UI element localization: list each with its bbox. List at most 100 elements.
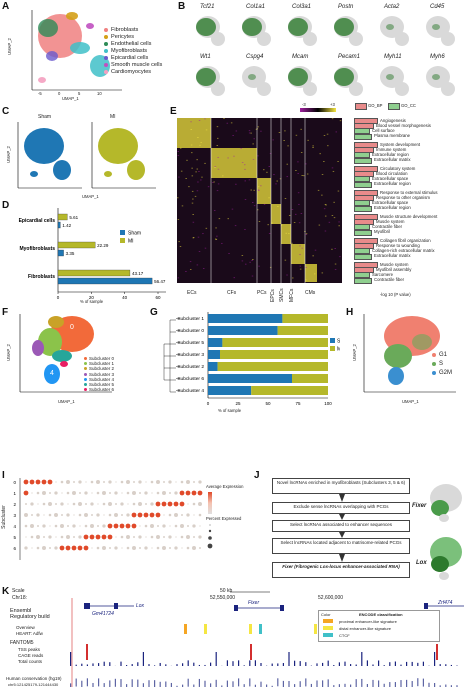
heatmap-noise <box>244 199 247 200</box>
heatmap-noise <box>280 224 283 226</box>
heatmap-noise <box>190 121 192 123</box>
heatmap-noise <box>198 171 200 172</box>
gene-label: Col1a1 <box>246 4 266 10</box>
go-term: Collagen fibril organization <box>380 237 431 243</box>
cage-peak <box>232 661 234 666</box>
expression-dot <box>181 547 183 549</box>
expression-dot <box>167 501 173 507</box>
expression-dot <box>187 525 189 527</box>
heatmap-noise <box>204 247 207 249</box>
expression-dot <box>187 503 189 505</box>
expression-dot <box>109 492 111 494</box>
expression-dot <box>78 513 82 517</box>
bar <box>57 277 153 285</box>
heatmap-noise <box>324 230 327 232</box>
bar-mi <box>251 386 328 395</box>
encode-swatch <box>323 633 333 637</box>
heatmap-noise <box>288 214 291 216</box>
gene-label: Col3a1 <box>292 4 312 10</box>
heatmap-noise <box>177 151 179 152</box>
expression-dot <box>97 525 99 527</box>
expression-dot <box>60 535 64 539</box>
expression-dot <box>139 525 141 527</box>
cage-peak <box>103 661 105 666</box>
expression-dot <box>137 512 143 518</box>
tick-label: 20 <box>89 295 95 300</box>
expression-dot <box>96 513 100 517</box>
cage-peak <box>389 662 391 666</box>
bar <box>57 269 131 277</box>
legend-f-label: Subcluster 4 <box>89 376 115 382</box>
heatmap-noise <box>248 132 251 134</box>
heatmap-noise <box>317 189 320 191</box>
conservation-bar <box>249 678 251 687</box>
go-term: Sarcomere <box>372 271 394 277</box>
conservation-bar <box>422 678 424 687</box>
heatmap-noise <box>257 155 259 157</box>
row-label: 5 <box>13 535 16 540</box>
heatmap-noise <box>216 190 219 192</box>
heatmap-noise <box>318 224 321 226</box>
flowchart-fixer-selection: Novel lncRNAs enriched in myofibroblasts… <box>266 478 416 608</box>
heatmap-noise <box>192 221 195 223</box>
value-label: 5.61 <box>69 215 78 220</box>
go-term: Cell surface <box>372 127 395 133</box>
category-label: Subcluster 4 <box>177 388 204 394</box>
heatmap-noise <box>319 153 321 155</box>
heatmap-noise <box>213 181 215 183</box>
gene-feature-grid: Tcf21 Col1a1 Col3a1 Postn Acta2 Cd45 Wt1 Cspg4 M… <box>190 4 474 104</box>
conservation-bar <box>98 678 100 687</box>
flow-step: Select lncRNAs located adjacent to matri… <box>272 538 410 554</box>
cage-peak <box>378 660 380 666</box>
heatmap-noise <box>180 170 183 172</box>
expression-dot <box>91 547 93 549</box>
expression-dot <box>139 547 141 549</box>
expression-dot <box>36 491 40 495</box>
heatmap-noise <box>202 268 205 269</box>
flow-step: Fixer (Fibrogenic Lox-locus enhancer-ass… <box>272 562 410 578</box>
encode-swatch <box>323 619 333 623</box>
heatmap-noise <box>333 217 336 219</box>
cage-peak <box>86 664 88 666</box>
legend-dot <box>84 357 87 361</box>
conservation-bar <box>277 678 279 687</box>
cage-peak <box>148 664 150 666</box>
heatmap-noise <box>250 189 252 191</box>
heatmap-noise <box>191 167 193 169</box>
legend-dot <box>84 383 87 387</box>
cage-peak <box>383 665 385 666</box>
expression-dot <box>101 534 107 540</box>
dot-plot-subcluster-markers: 0 1 2 3 4 5 6 <box>13 478 203 560</box>
row-label: 3 <box>13 513 16 518</box>
gene-feature-umap <box>288 16 317 46</box>
heatmap-colorbar <box>300 108 336 112</box>
heatmap-noise <box>192 198 194 200</box>
heatmap-noise <box>235 183 237 185</box>
expression-blob <box>242 18 262 36</box>
heatmap-noise <box>227 157 229 159</box>
heatmap-noise <box>214 166 217 168</box>
heatmap-noise <box>269 153 272 154</box>
go-term: Circulatory system <box>380 165 416 171</box>
heatmap-noise <box>301 175 303 177</box>
heatmap-noise <box>338 225 340 227</box>
go-bar <box>354 253 372 260</box>
expression-dot <box>169 492 171 494</box>
heatmap-noise <box>252 158 255 160</box>
heatmap-noise <box>335 131 338 133</box>
cage-peak <box>344 661 346 666</box>
expression-dot <box>97 503 99 505</box>
gene-label-zrf474: Zrf474 <box>438 600 453 606</box>
expression-dot <box>54 546 58 550</box>
flow-arrow <box>339 514 345 520</box>
legend-i-pct-title: Percent Expressed <box>206 516 242 521</box>
cluster-label: ECs <box>187 290 197 296</box>
expression-dot <box>90 502 94 506</box>
heatmap-noise <box>255 128 258 130</box>
expression-dot <box>113 523 119 529</box>
cage-peak <box>226 660 228 666</box>
cage-peak <box>445 664 447 666</box>
expression-dot <box>145 481 147 483</box>
expression-dot <box>138 535 142 539</box>
expression-dot <box>30 524 34 528</box>
